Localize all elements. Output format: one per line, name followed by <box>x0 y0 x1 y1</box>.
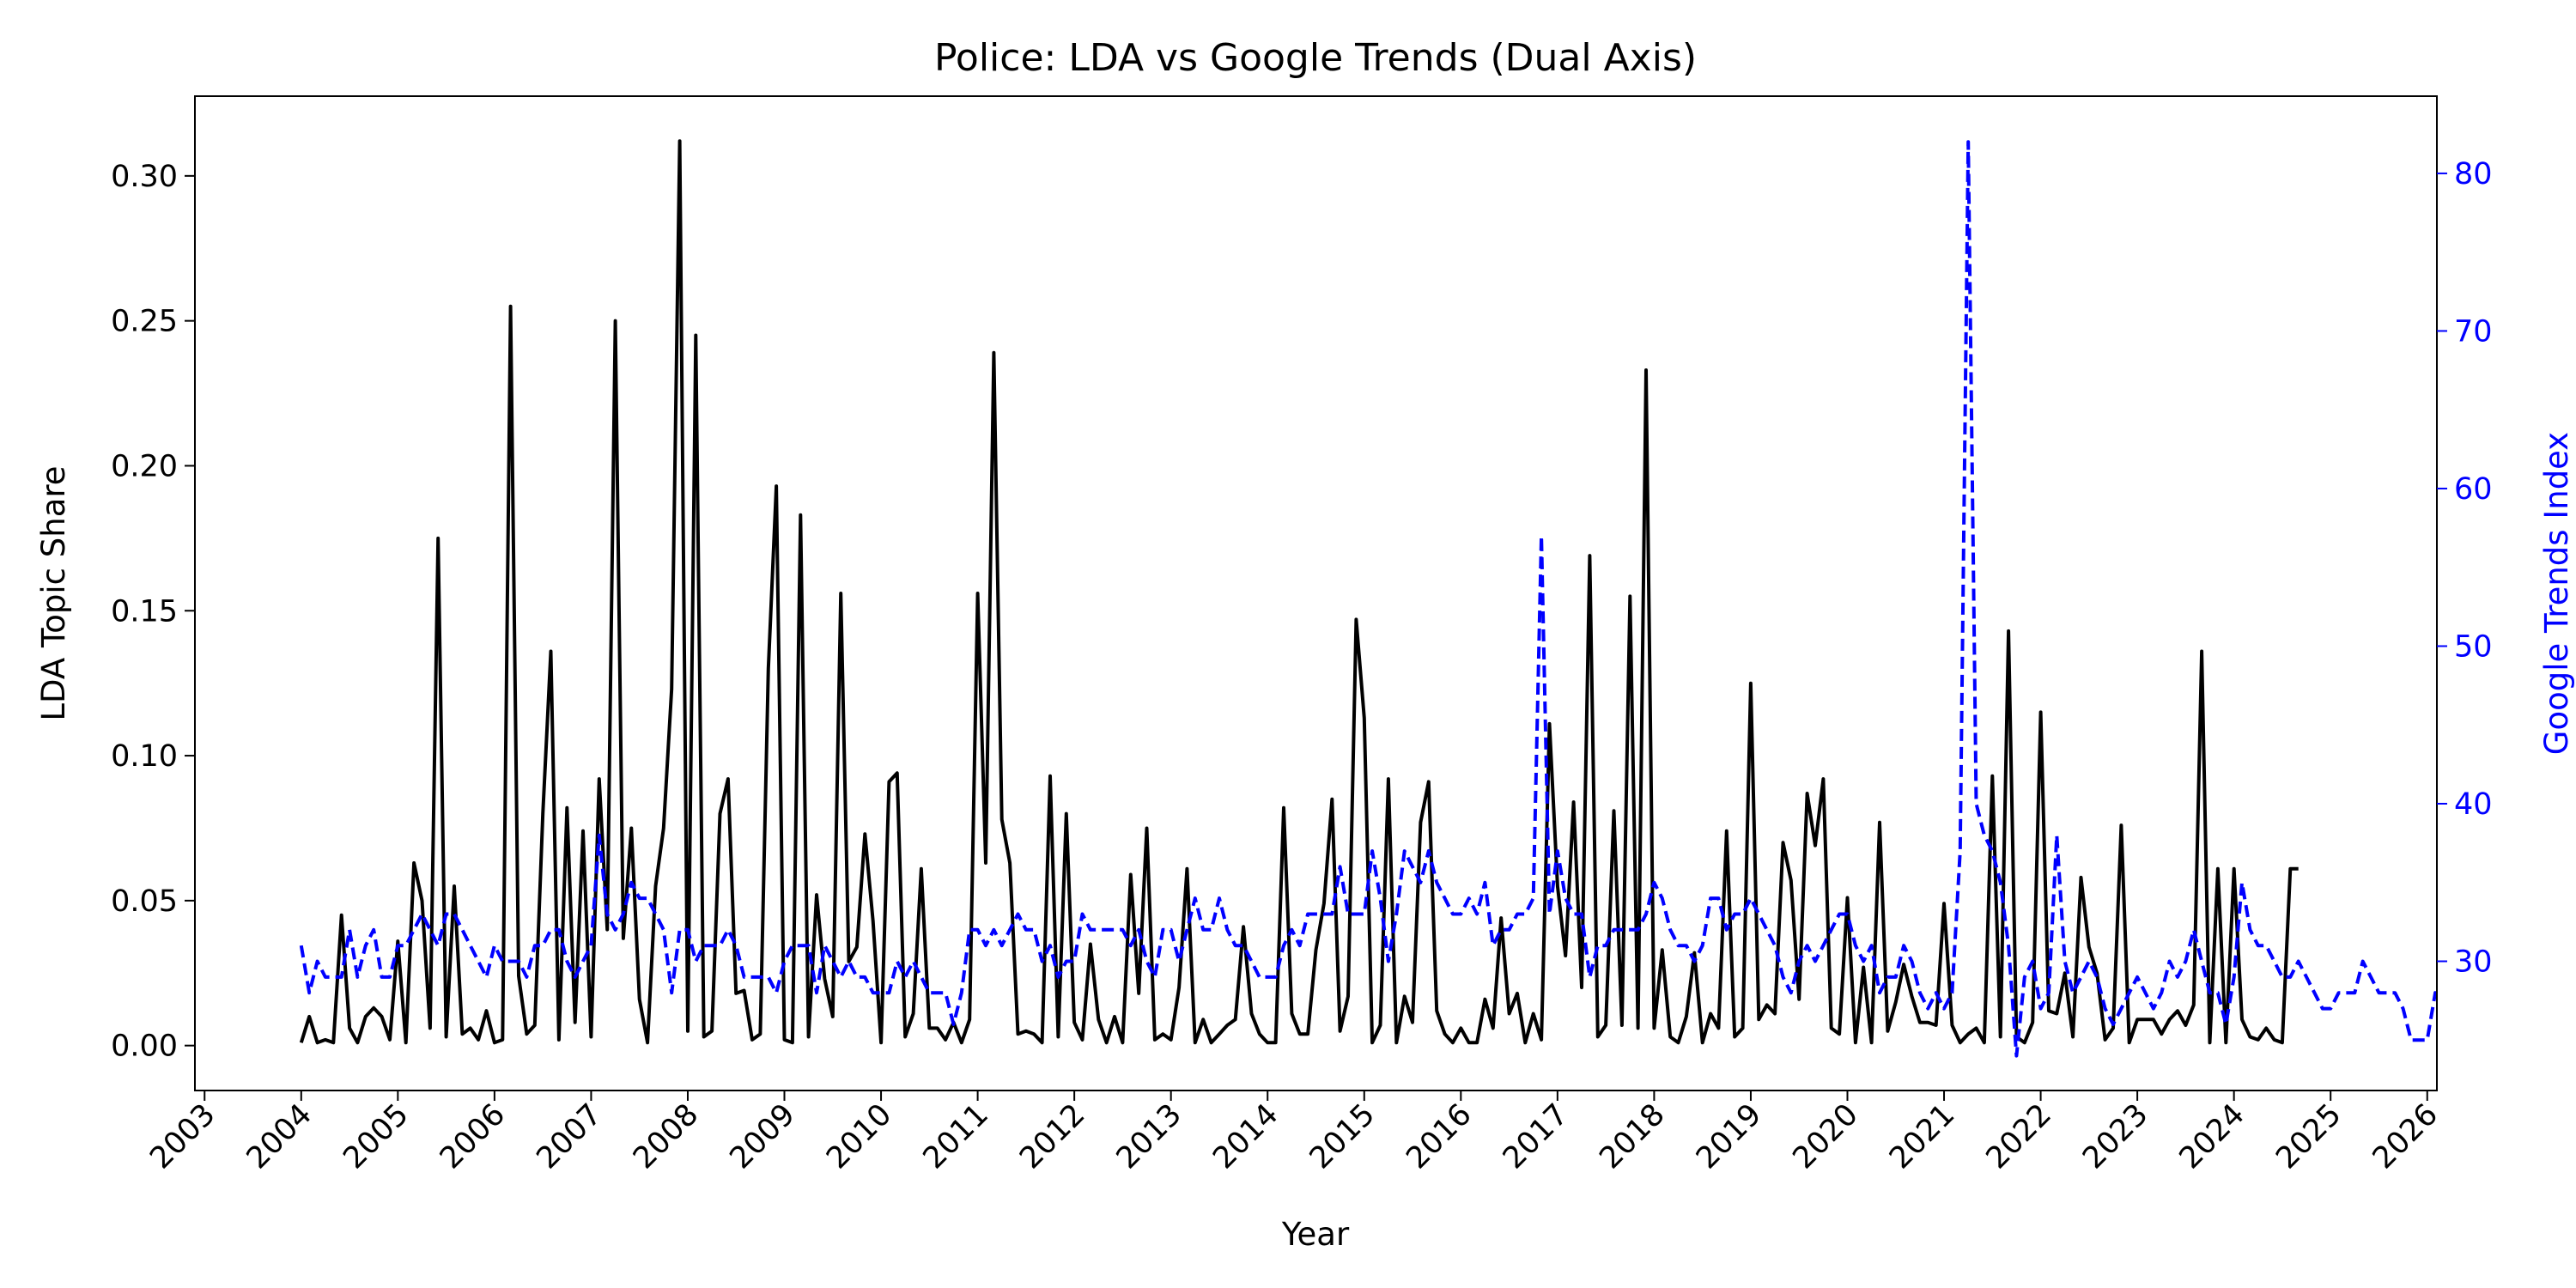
x-tick-label: 2009 <box>724 1097 802 1176</box>
y-axis-left: 0.00 0.05 0.10 0.15 0.20 0.25 0.30 <box>111 160 195 1064</box>
x-tick-label: 2021 <box>1883 1097 1961 1176</box>
y-axis-right-label: Google Trends Index <box>2538 432 2575 755</box>
x-tick-label: 2026 <box>2366 1097 2445 1176</box>
y-right-tick-label: 70 <box>2454 314 2493 349</box>
x-axis-label: Year <box>1281 1216 1350 1253</box>
x-tick-label: 2007 <box>531 1097 609 1176</box>
y-left-tick-label: 0.20 <box>111 449 178 483</box>
x-tick-label: 2005 <box>337 1097 415 1176</box>
google-trends-line <box>299 140 2437 1058</box>
y-axis-right: 30 40 50 60 70 80 <box>2437 157 2493 980</box>
x-tick-label: 2012 <box>1013 1097 1091 1176</box>
x-tick-label: 2022 <box>1980 1097 2058 1176</box>
y-left-tick-label: 0.05 <box>111 884 178 919</box>
y-left-tick-label: 0.15 <box>111 594 178 629</box>
plot-frame <box>194 95 2438 1091</box>
x-tick-label: 2025 <box>2269 1097 2348 1176</box>
y-right-tick-label: 80 <box>2454 157 2493 191</box>
x-tick-label: 2010 <box>820 1097 898 1176</box>
y-left-tick-label: 0.00 <box>111 1030 178 1064</box>
x-tick-label: 2016 <box>1400 1097 1478 1176</box>
x-tick-label: 2019 <box>1690 1097 1768 1176</box>
x-axis: 2003 2004 2005 2006 2007 2008 2009 2010 2011 2012… <box>143 1091 2445 1176</box>
y-left-tick-label: 0.25 <box>111 305 178 339</box>
x-tick-label: 2018 <box>1593 1097 1671 1176</box>
x-tick-label: 2011 <box>917 1097 995 1176</box>
x-tick-label: 2024 <box>2173 1097 2251 1176</box>
lda-topic-share-line <box>299 139 2299 1045</box>
chart-title: Police: LDA vs Google Trends (Dual Axis) <box>934 36 1697 80</box>
x-tick-label: 2008 <box>627 1097 705 1176</box>
x-tick-label: 2023 <box>2076 1097 2154 1176</box>
x-tick-label: 2014 <box>1206 1097 1285 1176</box>
x-tick-label: 2020 <box>1787 1097 1865 1176</box>
y-axis-left-label: LDA Topic Share <box>35 465 72 720</box>
x-tick-label: 2004 <box>240 1097 319 1176</box>
y-left-tick-label: 0.30 <box>111 160 178 194</box>
y-left-tick-label: 0.10 <box>111 739 178 774</box>
x-tick-label: 2003 <box>143 1097 222 1176</box>
x-tick-label: 2013 <box>1110 1097 1188 1176</box>
y-right-tick-label: 60 <box>2454 472 2493 507</box>
x-tick-label: 2015 <box>1303 1097 1382 1176</box>
y-right-tick-label: 40 <box>2454 787 2493 822</box>
y-right-tick-label: 50 <box>2454 629 2493 664</box>
series-layer <box>299 139 2437 1058</box>
x-tick-label: 2006 <box>434 1097 512 1176</box>
x-tick-label: 2017 <box>1497 1097 1575 1176</box>
y-right-tick-label: 30 <box>2454 945 2493 980</box>
